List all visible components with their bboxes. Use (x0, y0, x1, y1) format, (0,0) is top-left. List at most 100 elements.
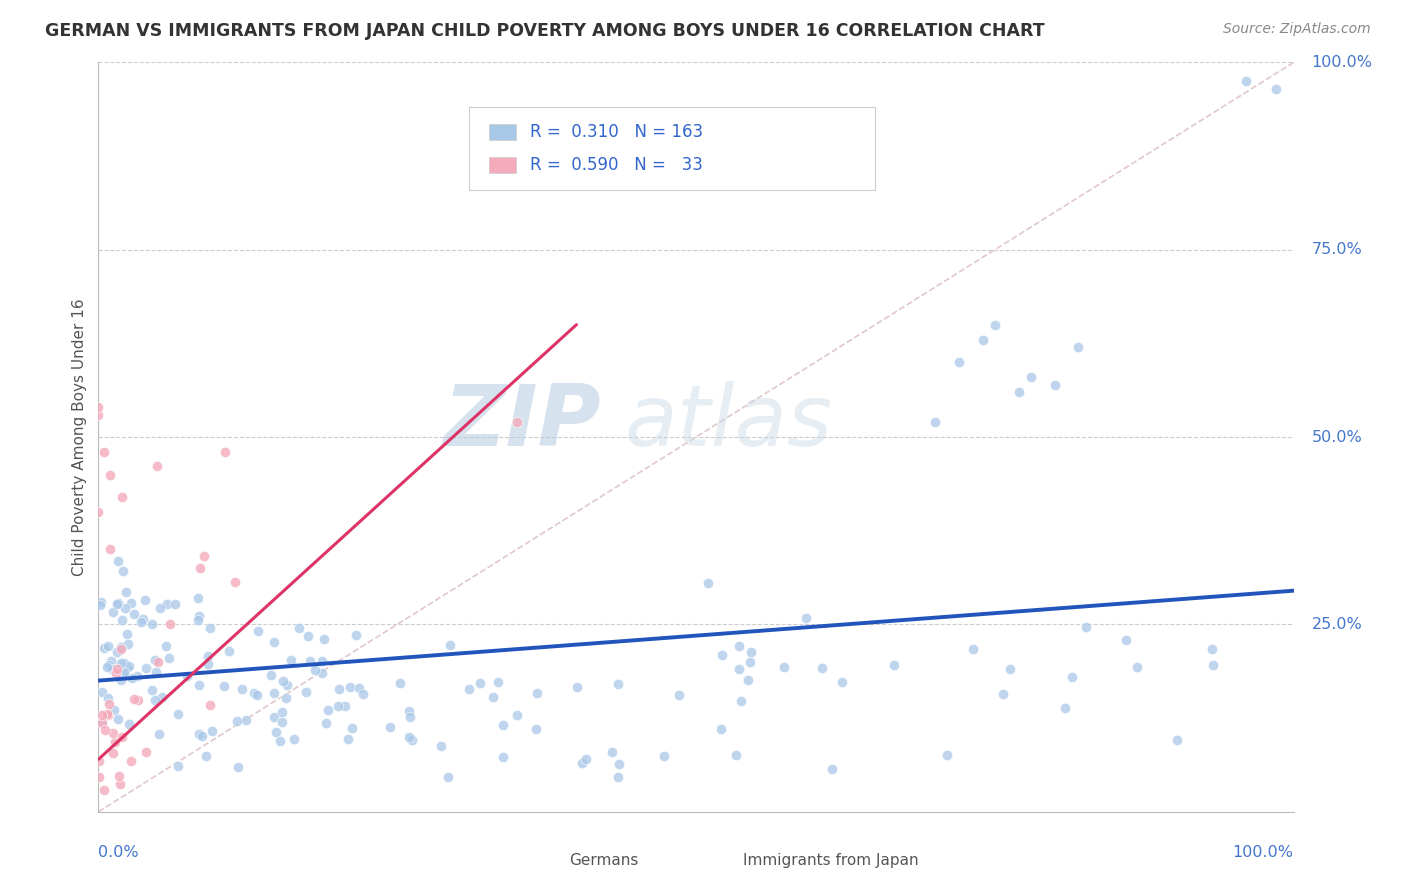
Point (90, 685, 112, 699)
Point (118, 717, 141, 731)
Point (150, 690, 173, 704)
Point (97, 697, 120, 711)
Point (740, 645, 762, 659)
Point (607, 677, 630, 691)
Text: 25.0%: 25.0% (1312, 617, 1362, 632)
Point (398, 730, 420, 744)
Point (398, 710, 420, 724)
Text: 0.0%: 0.0% (98, 846, 139, 861)
Point (157, 651, 180, 665)
Point (811, 661, 834, 675)
Point (380, 720, 402, 734)
Point (831, 674, 853, 689)
Point (724, 747, 747, 762)
Point (112, 667, 135, 681)
Point (328, 682, 350, 697)
Point (124, 692, 146, 706)
Point (104, 735, 127, 749)
Point (187, 613, 209, 627)
Point (1008, 385, 1031, 400)
Point (101, 662, 124, 676)
Point (103, 703, 125, 717)
Point (87, 400, 110, 414)
Point (340, 721, 363, 735)
Bar (529, 852, 555, 869)
Point (193, 549, 215, 563)
Point (110, 656, 132, 670)
Point (105, 665, 128, 680)
Point (129, 615, 152, 629)
Point (609, 756, 631, 771)
Text: Immigrants from Japan: Immigrants from Japan (742, 853, 918, 868)
Point (492, 750, 515, 764)
Point (89, 754, 111, 768)
Point (311, 654, 333, 668)
Point (188, 609, 211, 624)
Point (1202, 657, 1225, 672)
Point (134, 592, 156, 607)
Point (1074, 620, 1097, 634)
Point (186, 591, 208, 606)
Point (1043, 377, 1066, 392)
Point (1067, 340, 1090, 354)
Point (176, 669, 198, 683)
Point (212, 679, 235, 693)
Point (710, 648, 733, 662)
Bar (489, 124, 516, 140)
Point (984, 318, 1007, 332)
Point (105, 645, 128, 659)
Point (991, 687, 1014, 701)
Bar (489, 157, 516, 173)
Point (187, 678, 209, 692)
Point (125, 669, 148, 683)
Point (333, 699, 356, 714)
Point (108, 769, 131, 783)
Point (87, 505, 110, 519)
Point (389, 675, 412, 690)
Point (89, 598, 111, 612)
Y-axis label: Child Poverty Among Boys Under 16: Child Poverty Among Boys Under 16 (72, 298, 87, 576)
Point (962, 641, 984, 656)
Point (1126, 660, 1149, 674)
Point (117, 637, 139, 651)
Point (304, 663, 326, 677)
Point (339, 680, 361, 694)
Point (107, 597, 129, 611)
Point (737, 673, 759, 688)
Point (93, 783, 115, 797)
Point (270, 705, 292, 719)
Point (398, 704, 420, 718)
Point (280, 653, 302, 667)
Point (101, 605, 124, 619)
Point (297, 629, 319, 643)
Point (105, 662, 128, 676)
Point (652, 748, 675, 763)
Point (276, 678, 298, 692)
Point (98, 467, 122, 482)
Point (97, 690, 120, 705)
Point (96, 660, 118, 674)
Text: Germans: Germans (569, 853, 638, 868)
Point (263, 634, 285, 648)
Point (110, 642, 132, 657)
Point (93, 445, 115, 459)
Point (269, 733, 291, 747)
Point (94, 723, 117, 737)
Point (120, 754, 142, 768)
Point (924, 415, 946, 429)
Point (200, 698, 222, 713)
Point (145, 665, 167, 679)
Point (1019, 370, 1042, 384)
Point (132, 612, 155, 626)
Point (107, 595, 129, 609)
Point (111, 564, 134, 578)
Point (100, 654, 122, 668)
Text: 75.0%: 75.0% (1312, 243, 1362, 257)
Point (143, 653, 166, 667)
Point (298, 654, 321, 668)
Point (710, 722, 733, 736)
Point (112, 656, 135, 670)
Point (347, 681, 370, 695)
Point (821, 762, 844, 776)
Point (194, 748, 217, 763)
